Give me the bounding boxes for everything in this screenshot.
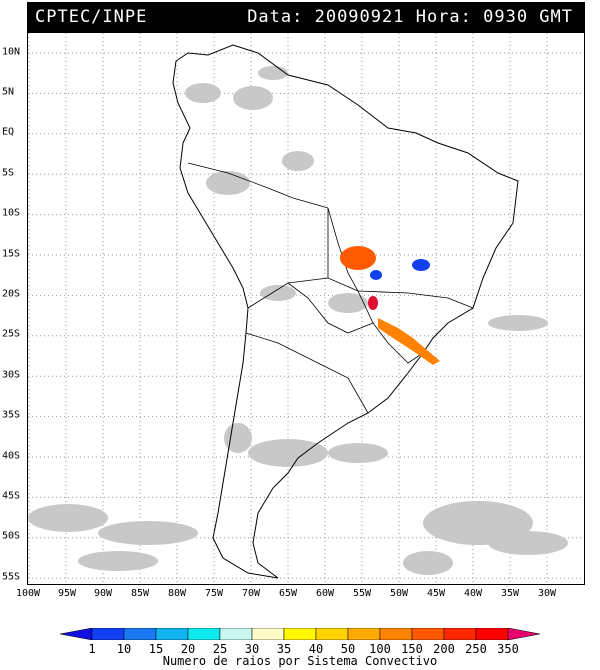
colorbar-label: 30 [244,642,260,656]
lon-label: 90W [93,588,113,599]
lon-label: 80W [167,588,187,599]
lat-label: 40S [2,450,21,462]
convective-band [378,318,440,365]
lat-label: 35S [2,409,21,421]
convective-cell-blue-1 [370,270,382,280]
lat-label: 30S [2,369,21,381]
colorbar-segment [187,628,221,640]
lat-label: EQ [2,126,15,138]
colorbar-segment [507,628,540,640]
lon-label: 50W [389,588,409,599]
lon-label: 70W [241,588,261,599]
colorbar-segment [123,628,157,640]
lat-label: 25S [2,328,21,340]
cloud-cover [28,66,568,575]
lon-label: 85W [130,588,150,599]
convective-cell-blue-2 [412,259,430,271]
convective-systems [340,246,440,365]
lat-label: 10S [2,207,21,219]
colorbar-label: 10 [116,642,132,656]
colorbar-segment [315,628,349,640]
lon-label: 45W [426,588,446,599]
colorbar-segment [155,628,189,640]
lon-label: 75W [204,588,224,599]
colorbar-label: 20 [180,642,196,656]
colorbar-segment [475,628,509,640]
lat-label: 5N [2,86,15,98]
colorbar-label: 100 [369,642,391,656]
colorbar-caption: Numero de raios por Sistema Convectivo [162,654,438,668]
colorbar-label: 150 [401,642,423,656]
colorbar-segment [411,628,445,640]
colorbar-label: 15 [148,642,164,656]
colorbar-label: 50 [340,642,356,656]
colorbar-label: 40 [308,642,324,656]
map-frame [27,32,585,585]
colorbar-segment [251,628,285,640]
lat-label: 50S [2,530,21,542]
grid-lines [28,33,584,584]
colorbar-label: 1 [88,642,96,656]
lat-label: 45S [2,490,21,502]
lon-label: 65W [278,588,298,599]
colorbar-segment [379,628,413,640]
colorbar-label: 200 [433,642,455,656]
convective-cell-red [368,296,378,310]
lat-label: 20S [2,288,21,300]
colorbar-segment [283,628,317,640]
title-bar: CPTEC/INPE Data: 20090921 Hora: 0930 GMT [27,2,585,32]
lat-label: 10N [2,46,21,58]
colorbar-label: 35 [276,642,292,656]
date-time-title: Data: 20090921 Hora: 0930 GMT [247,7,573,27]
south-america-outline [172,44,519,579]
convective-cell-large [340,246,376,270]
lon-label: 95W [57,588,77,599]
lon-label: 30W [537,588,557,599]
lon-label: 40W [463,588,483,599]
colorbar-segment [443,628,477,640]
lon-label: 55W [352,588,372,599]
colorbar-label: 350 [497,642,519,656]
lat-label: 55S [2,571,21,583]
colorbar [60,628,540,640]
colorbar-label: 250 [465,642,487,656]
lon-label: 60W [315,588,335,599]
colorbar-segment [219,628,253,640]
colorbar-segment [91,628,125,640]
colorbar-segment [347,628,381,640]
lon-label: 35W [500,588,520,599]
lat-label: 5S [2,167,15,179]
map-svg [28,33,584,584]
source-title: CPTEC/INPE [35,7,148,27]
lat-label: 15S [2,248,21,260]
lon-label: 100W [15,588,41,599]
country-borders [187,162,474,414]
colorbar-segment [60,628,93,640]
colorbar-label: 25 [212,642,228,656]
